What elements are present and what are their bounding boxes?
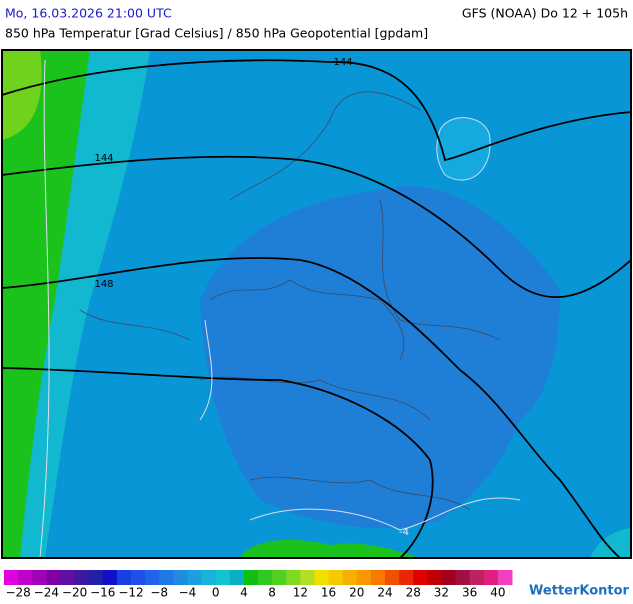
colorbar-segment — [88, 570, 104, 585]
colorbar-tick-label: 20 — [349, 586, 364, 600]
colorbar-tick-label: 24 — [377, 586, 392, 600]
colorbar-tick-label: −28 — [5, 586, 30, 600]
field-se-cyan — [590, 528, 631, 558]
colorbar-segment — [32, 570, 47, 585]
colorbar-tick-label: 28 — [406, 586, 421, 600]
colorbar-tick-label: 16 — [321, 586, 336, 600]
colorbar-tick-label: −12 — [118, 586, 143, 600]
colorbar-segment — [370, 570, 386, 585]
colorbar-segment — [427, 570, 442, 585]
colorbar-segment — [187, 570, 203, 585]
contour-label: -4 — [399, 527, 409, 538]
colorbar-segment — [314, 570, 330, 585]
colorbar-segment — [455, 570, 471, 585]
colorbar-segment — [300, 570, 315, 585]
field-warm-spot — [436, 117, 491, 181]
colorbar-segment — [483, 570, 499, 585]
colorbar-segment — [60, 570, 76, 585]
colorbar-segment — [441, 570, 457, 585]
colorbar-segment — [286, 570, 301, 585]
model-run: GFS (NOAA) Do 12 + 105h — [462, 6, 628, 21]
colorbar-segment — [258, 570, 273, 585]
colorbar-segment — [18, 570, 33, 585]
field-lightgreen — [2, 50, 42, 140]
contour-label: 144 — [94, 153, 113, 164]
colorbar-segment — [413, 570, 428, 585]
colorbar-segment — [116, 570, 132, 585]
colorbar-tick-label: −24 — [34, 586, 59, 600]
colorbar-tick-label: −16 — [90, 586, 115, 600]
colorbar-tick-label: 8 — [268, 586, 276, 600]
contour-label: 148 — [94, 279, 113, 290]
borders — [79, 91, 501, 511]
colorbar-segment — [328, 570, 344, 585]
colorbar-tick-label: −20 — [62, 586, 87, 600]
map: 144 144 148 -4 — [1, 49, 632, 559]
logo: WetterKontor — [529, 584, 630, 599]
colorbar-segment — [74, 570, 90, 585]
colorbar-segment — [201, 570, 217, 585]
colorbar-tick-label: 40 — [490, 586, 505, 600]
colorbar-segment — [469, 570, 485, 585]
colorbar-segment — [173, 570, 188, 585]
colorbar-tick-label: 4 — [240, 586, 248, 600]
colorbar-segment — [272, 570, 287, 585]
isotherm — [39, 59, 50, 558]
colorbar-tick-label: 36 — [462, 586, 477, 600]
datetime: Mo, 16.03.2026 21:00 UTC — [5, 6, 172, 21]
isotherm — [199, 319, 213, 421]
map-frame — [1, 49, 632, 559]
colorbar-segment — [215, 570, 231, 585]
colorbar-tick-label: −4 — [179, 586, 197, 600]
field-blue — [200, 186, 560, 529]
map-title: 850 hPa Temperatur [Grad Celsius] / 850 … — [5, 26, 428, 41]
colorbar-segment — [497, 570, 513, 585]
colorbar-tick-label: 32 — [434, 586, 449, 600]
colorbar-segment — [385, 570, 400, 585]
colorbar-tick-label: −8 — [150, 586, 168, 600]
colorbar-segment — [356, 570, 372, 585]
colorbar-segment — [46, 570, 61, 585]
field-south-green — [240, 539, 420, 558]
colorbar: −28 −24 −20 −16 −12 −8 −4 0 4 8 12 16 20 24 28 32 36 40 — [4, 570, 513, 600]
colorbar-segment — [342, 570, 358, 585]
contour-labels: 144 144 148 -4 — [94, 57, 409, 538]
colorbar-segment — [102, 570, 118, 585]
colorbar-segment — [131, 570, 146, 585]
colorbar-segment — [159, 570, 174, 585]
colorbar-tick-label: 0 — [212, 586, 220, 600]
colorbar-segment — [145, 570, 160, 585]
colorbar-segment — [4, 570, 19, 585]
contour-label: 144 — [333, 57, 352, 68]
field-green — [2, 50, 90, 558]
colorbar-tick-label: 12 — [293, 586, 308, 600]
colorbar-segment — [243, 570, 259, 585]
colorbar-segment — [399, 570, 414, 585]
colorbar-segment — [229, 570, 245, 585]
isotherm — [249, 497, 521, 531]
contours — [2, 59, 631, 558]
